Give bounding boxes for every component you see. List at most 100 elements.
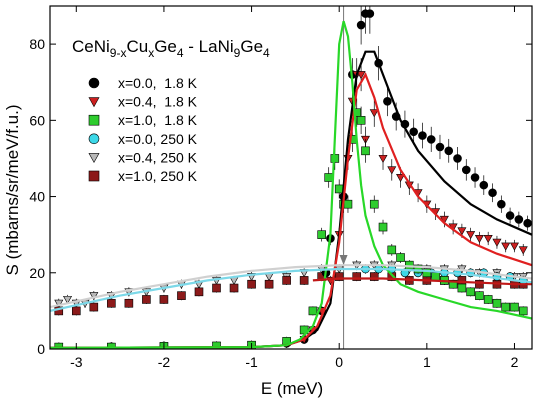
data-point [369, 272, 379, 281]
legend-marker [88, 133, 100, 145]
plot-area [50, 6, 532, 349]
data-point [247, 279, 256, 289]
data-point [177, 291, 186, 300]
x-tick-label: -2 [158, 354, 171, 370]
vertical-marker-arrow [339, 255, 348, 265]
data-point [470, 173, 480, 182]
data-point [356, 116, 366, 125]
legend-marker [88, 153, 100, 164]
y-tick-label: 80 [29, 36, 45, 52]
legend-label: x=1.0, 1.8 K [118, 112, 198, 128]
fit-curve-1 [50, 72, 532, 349]
data-point [378, 222, 388, 232]
x-tick-label: -3 [70, 354, 83, 370]
legend-marker [88, 114, 100, 126]
data-point [435, 142, 445, 152]
data-point [518, 306, 528, 316]
data-point [461, 165, 471, 175]
data-point [369, 199, 379, 209]
data-point [282, 276, 291, 285]
data-point [422, 268, 432, 278]
fit-curve-4 [50, 264, 532, 309]
y-tick-label: 0 [37, 341, 45, 357]
data-point [514, 215, 524, 224]
legend-marker [88, 97, 100, 108]
data-point [264, 279, 274, 289]
x-axis-label: E (meV) [261, 379, 323, 398]
data-point [124, 298, 134, 308]
data-point [483, 234, 493, 244]
legend-entry: x=0.4, 250 K [88, 149, 198, 165]
data-point [229, 283, 239, 293]
x-tick-label: -1 [245, 354, 258, 370]
data-point [396, 253, 405, 262]
data-point [488, 188, 497, 198]
legend-entry: x=0.0, 1.8 K [88, 75, 198, 91]
data-point [466, 231, 476, 240]
data-point [308, 306, 318, 316]
legend-entry: x=0.0, 250 K [88, 131, 198, 147]
data-point [361, 146, 370, 156]
data-point [413, 264, 423, 274]
data-point [142, 295, 151, 304]
data-point [356, 71, 366, 80]
data-point [475, 291, 484, 300]
data-point [378, 154, 388, 164]
data-point [444, 146, 454, 156]
x-tick-label: 1 [423, 354, 431, 370]
data-point [466, 287, 475, 297]
legend-entry: x=1.0, 250 K [88, 168, 198, 184]
plot-frame [49, 5, 533, 350]
data-point [317, 230, 326, 239]
data-point [107, 298, 116, 308]
data-point [474, 234, 484, 244]
legend-label: x=0.4, 1.8 K [118, 94, 198, 110]
data-point [483, 295, 493, 304]
data-point [356, 20, 366, 30]
legend-entry: x=1.0, 1.8 K [88, 112, 198, 128]
legend: x=0.0, 1.8 K x=0.4, 1.8 K x=1.0, 1.8 K x=0.… [88, 75, 198, 184]
data-point [479, 180, 489, 190]
data-point [159, 295, 169, 304]
data-point [299, 276, 309, 285]
data-point [89, 302, 99, 312]
data-point [523, 218, 532, 228]
data-point [510, 302, 519, 312]
data-point [396, 174, 406, 183]
data-point [383, 96, 392, 106]
data-point [448, 279, 458, 289]
data-point [426, 135, 436, 144]
legend-entry: x=0.4, 1.8 K [88, 94, 198, 110]
data-point [63, 295, 73, 305]
data-point [343, 199, 353, 209]
data-point [475, 279, 484, 289]
data-point [334, 184, 344, 194]
data-point [453, 154, 462, 163]
legend-label: x=1.0, 250 K [118, 168, 198, 184]
y-tick-label: 20 [29, 265, 45, 281]
data-point [501, 242, 511, 251]
data-point [457, 276, 467, 285]
chart-title: CeNi9-xCuxGe4 - LaNi9Ge4 [72, 37, 270, 60]
data-point [492, 298, 502, 308]
x-tick-label: 0 [335, 354, 343, 370]
data-point [518, 246, 528, 255]
data-point [334, 272, 344, 281]
data-point [212, 341, 221, 349]
fit-curve-3 [50, 267, 532, 312]
legend-marker [88, 77, 100, 89]
data-point [71, 306, 81, 316]
legend-label: x=0.0, 1.8 K [118, 75, 198, 91]
legend-label: x=0.4, 250 K [118, 149, 198, 165]
data-point [501, 302, 511, 312]
y-tick-label: 40 [29, 189, 45, 205]
fit-curve-2 [50, 20, 532, 349]
fit-curve-5 [312, 277, 532, 286]
data-point [212, 283, 221, 293]
data-point [369, 109, 379, 118]
legend-marker [88, 170, 100, 182]
data-point [431, 272, 440, 281]
data-point [365, 9, 375, 18]
